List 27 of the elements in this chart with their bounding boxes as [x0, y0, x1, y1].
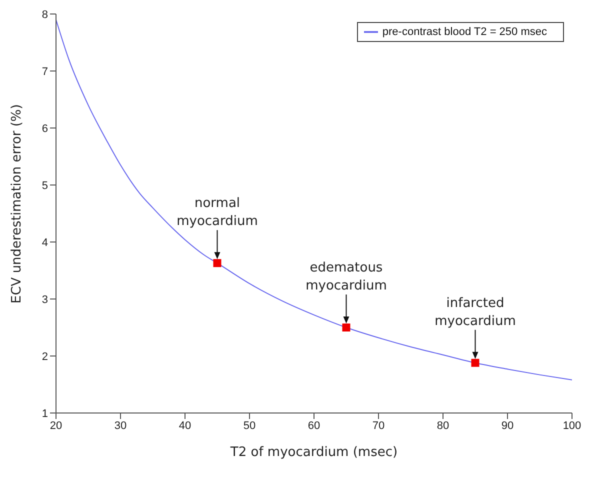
annotation: infarcted myocardium [434, 296, 516, 329]
y-tick-label: 5 [42, 180, 48, 192]
x-tick-label: 70 [372, 420, 385, 432]
x-tick-label: 80 [436, 420, 450, 432]
y-tick-label: 4 [42, 236, 48, 249]
x-tick-label: 20 [50, 420, 62, 432]
x-tick-label: 40 [178, 420, 192, 432]
x-tick-label: 30 [114, 420, 127, 432]
point [213, 259, 222, 268]
legend-label: pre-contrast blood T2 = 250 msec [382, 26, 547, 38]
y-tick-label: 1 [42, 408, 48, 420]
annotation: edematous myocardium [306, 260, 387, 294]
y-tick-label: 2 [42, 350, 48, 363]
x-tick-label: 100 [562, 420, 582, 432]
y-tick-label: 6 [42, 122, 48, 135]
x-tick-label: 90 [501, 420, 514, 432]
x-tick-label: 60 [308, 420, 320, 432]
x-tick-label: 50 [243, 420, 256, 432]
y-tick-label: 3 [42, 294, 48, 306]
point [342, 324, 350, 332]
x-axis-title: T2 of myocardium (msec) [229, 445, 398, 460]
y-tick-label: 7 [42, 66, 48, 78]
y-tick-label: 8 [42, 8, 48, 21]
line-series [56, 19, 572, 380]
point [471, 358, 480, 367]
annotation: normal myocardium [176, 196, 258, 230]
y-axis-title: ECV underestimation error (%) [10, 104, 25, 304]
